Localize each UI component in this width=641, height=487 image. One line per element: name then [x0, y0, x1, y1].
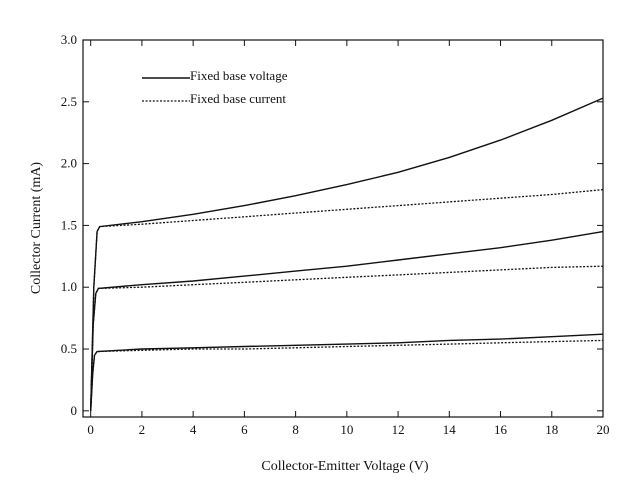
fixed-base-current-curve-3 [90, 188, 604, 411]
legend-label-fixed-base-current: Fixed base current [190, 91, 286, 106]
legend: Fixed base voltage Fixed base current [142, 68, 288, 106]
x-tick-label: 20 [597, 422, 610, 437]
y-tick-label: 0 [71, 403, 78, 418]
x-tick-label: 2 [139, 422, 146, 437]
x-axis-label: Collector-Emitter Voltage (V) [261, 459, 428, 474]
fixed-base-voltage-curve-3 [90, 97, 604, 411]
y-tick-label: 2.5 [61, 94, 77, 109]
series-layer [90, 97, 604, 411]
legend-label-fixed-base-voltage: Fixed base voltage [190, 68, 288, 83]
y-tick-label: 1.0 [61, 279, 77, 294]
y-tick-label: 1.5 [61, 217, 77, 232]
plot-frame [82, 39, 604, 418]
y-tick-label: 3.0 [61, 32, 77, 47]
y-axis-label: Collector Current (mA) [29, 162, 44, 295]
x-tick-label: 4 [190, 422, 197, 437]
y-tick-label: 0.5 [61, 341, 77, 356]
y-tick-label: 2.0 [61, 156, 77, 171]
fixed-base-current-curve-1 [90, 339, 604, 411]
x-axis-ticks: 0 2 4 6 8 10 12 14 16 18 20 [87, 40, 610, 437]
fixed-base-voltage-curve-1 [90, 333, 604, 411]
x-tick-label: 8 [292, 422, 299, 437]
x-tick-label: 18 [545, 422, 558, 437]
fixed-base-voltage-curve-2 [90, 230, 604, 411]
x-tick-label: 14 [443, 422, 457, 437]
x-tick-label: 16 [494, 422, 508, 437]
x-tick-label: 6 [241, 422, 248, 437]
x-tick-label: 0 [87, 422, 94, 437]
x-tick-label: 10 [340, 422, 353, 437]
x-tick-label: 12 [392, 422, 405, 437]
y-axis-ticks: 0 0.5 1.0 1.5 2.0 2.5 3.0 [61, 32, 603, 418]
